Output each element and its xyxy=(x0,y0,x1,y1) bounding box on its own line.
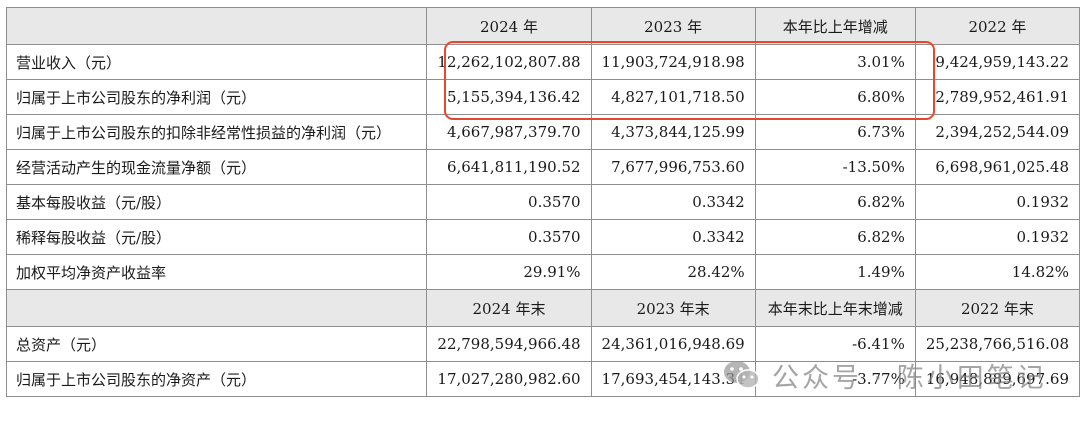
row-label: 经营活动产生的现金流量净额（元） xyxy=(5,149,428,185)
value-2022: 2,394,252,544.09 xyxy=(914,114,1080,150)
value-2022: 0.1932 xyxy=(914,184,1080,220)
value-2024: 29.91% xyxy=(426,254,592,290)
header-cell-blank xyxy=(5,289,428,327)
value-2023: 7,677,996,753.60 xyxy=(590,149,756,185)
value-change: 1.49% xyxy=(754,254,916,290)
header-cell-2023-end: 2023 年末 xyxy=(590,289,756,327)
header-cell-2022: 2022 年 xyxy=(914,7,1080,45)
table-row: 稀释每股收益（元/股） 0.3570 0.3342 6.82% 0.1932 xyxy=(5,219,1080,255)
value-2023: 24,361,016,948.69 xyxy=(590,326,756,362)
value-2022: 6,698,961,025.48 xyxy=(914,149,1080,185)
table-row: 归属于上市公司股东的净资产（元） 17,027,280,982.60 17,69… xyxy=(5,361,1080,397)
value-2024: 4,667,987,379.70 xyxy=(426,114,592,150)
header-cell-2024-end: 2024 年末 xyxy=(426,289,592,327)
value-2024: 6,641,811,190.52 xyxy=(426,149,592,185)
value-2022: 0.1932 xyxy=(914,219,1080,255)
row-label: 营业收入（元） xyxy=(5,44,428,80)
row-label: 加权平均净资产收益率 xyxy=(5,254,428,290)
value-2023: 17,693,454,143.34 xyxy=(590,361,756,397)
header-row-annual: 2024 年 2023 年 本年比上年增减 2022 年 xyxy=(5,7,1080,45)
value-2022: 2,789,952,461.91 xyxy=(914,79,1080,115)
row-label: 归属于上市公司股东的净资产（元） xyxy=(5,361,428,397)
header-cell-change-end: 本年末比上年末增减 xyxy=(754,289,916,327)
value-change: -6.41% xyxy=(754,326,916,362)
header-cell-blank xyxy=(5,7,428,45)
financial-summary-table: 2024 年 2023 年 本年比上年增减 2022 年 营业收入（元） 12,… xyxy=(5,7,1080,397)
table-row: 归属于上市公司股东的扣除非经常性损益的净利润（元） 4,667,987,379.… xyxy=(5,114,1080,150)
header-cell-2023: 2023 年 xyxy=(590,7,756,45)
header-row-year-end: 2024 年末 2023 年末 本年末比上年末增减 2022 年末 xyxy=(5,289,1080,327)
value-2024: 5,155,394,136.42 xyxy=(426,79,592,115)
value-2022: 9,424,959,143.22 xyxy=(914,44,1080,80)
table-row: 经营活动产生的现金流量净额（元） 6,641,811,190.52 7,677,… xyxy=(5,149,1080,185)
value-change: 6.73% xyxy=(754,114,916,150)
value-2024: 0.3570 xyxy=(426,219,592,255)
value-2024: 12,262,102,807.88 xyxy=(426,44,592,80)
header-cell-2022-end: 2022 年末 xyxy=(914,289,1080,327)
table-row: 归属于上市公司股东的净利润（元） 5,155,394,136.42 4,827,… xyxy=(5,79,1080,115)
table-row: 营业收入（元） 12,262,102,807.88 11,903,724,918… xyxy=(5,44,1080,80)
value-2023: 0.3342 xyxy=(590,184,756,220)
row-label: 总资产（元） xyxy=(5,326,428,362)
value-change: -13.50% xyxy=(754,149,916,185)
row-label: 基本每股收益（元/股） xyxy=(5,184,428,220)
value-2024: 22,798,594,966.48 xyxy=(426,326,592,362)
value-change: 6.82% xyxy=(754,219,916,255)
value-2023: 4,827,101,718.50 xyxy=(590,79,756,115)
header-cell-change: 本年比上年增减 xyxy=(754,7,916,45)
header-cell-2024: 2024 年 xyxy=(426,7,592,45)
value-2023: 0.3342 xyxy=(590,219,756,255)
row-label: 稀释每股收益（元/股） xyxy=(5,219,428,255)
value-2022: 25,238,766,516.08 xyxy=(914,326,1080,362)
table-row: 总资产（元） 22,798,594,966.48 24,361,016,948.… xyxy=(5,326,1080,362)
value-change: 6.82% xyxy=(754,184,916,220)
row-label: 归属于上市公司股东的扣除非经常性损益的净利润（元） xyxy=(5,114,428,150)
value-change: -3.77% xyxy=(754,361,916,397)
value-2023: 28.42% xyxy=(590,254,756,290)
row-label: 归属于上市公司股东的净利润（元） xyxy=(5,79,428,115)
value-2024: 17,027,280,982.60 xyxy=(426,361,592,397)
value-2022: 16,948,889,697.69 xyxy=(914,361,1080,397)
table-row: 加权平均净资产收益率 29.91% 28.42% 1.49% 14.82% xyxy=(5,254,1080,290)
value-change: 3.01% xyxy=(754,44,916,80)
value-2023: 11,903,724,918.98 xyxy=(590,44,756,80)
highlight-box xyxy=(444,41,935,120)
value-2023: 4,373,844,125.99 xyxy=(590,114,756,150)
value-2022: 14.82% xyxy=(914,254,1080,290)
table-row: 基本每股收益（元/股） 0.3570 0.3342 6.82% 0.1932 xyxy=(5,184,1080,220)
value-2024: 0.3570 xyxy=(426,184,592,220)
